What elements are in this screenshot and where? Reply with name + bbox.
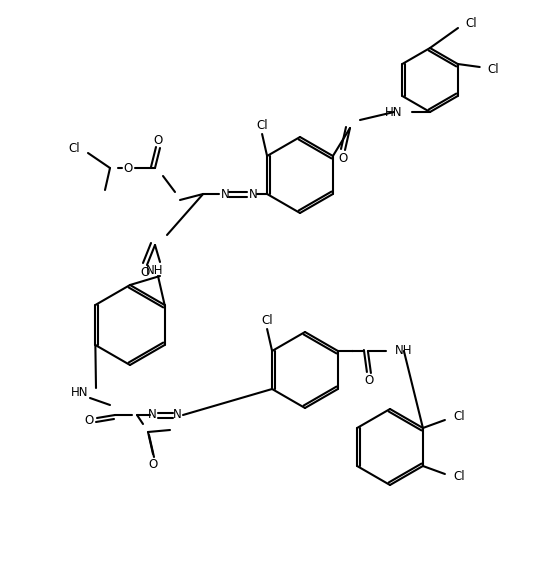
Text: O: O <box>364 373 374 386</box>
Text: N: N <box>173 409 181 422</box>
Text: O: O <box>84 414 93 427</box>
Text: Cl: Cl <box>465 17 477 30</box>
Text: Cl: Cl <box>453 410 464 423</box>
Text: N: N <box>148 409 156 422</box>
Text: O: O <box>123 162 132 175</box>
Text: O: O <box>141 266 150 278</box>
Text: Cl: Cl <box>261 315 273 328</box>
Text: Cl: Cl <box>453 469 464 483</box>
Text: O: O <box>338 151 348 164</box>
Text: O: O <box>153 134 162 146</box>
Text: N: N <box>249 188 257 200</box>
Text: N: N <box>220 188 230 200</box>
Text: Cl: Cl <box>68 142 80 155</box>
Text: HN: HN <box>384 105 402 118</box>
Text: NH: NH <box>395 344 413 357</box>
Text: Cl: Cl <box>488 63 500 76</box>
Text: NH: NH <box>146 263 164 277</box>
Text: HN: HN <box>71 386 88 399</box>
Text: O: O <box>148 457 157 471</box>
Text: Cl: Cl <box>256 118 268 131</box>
